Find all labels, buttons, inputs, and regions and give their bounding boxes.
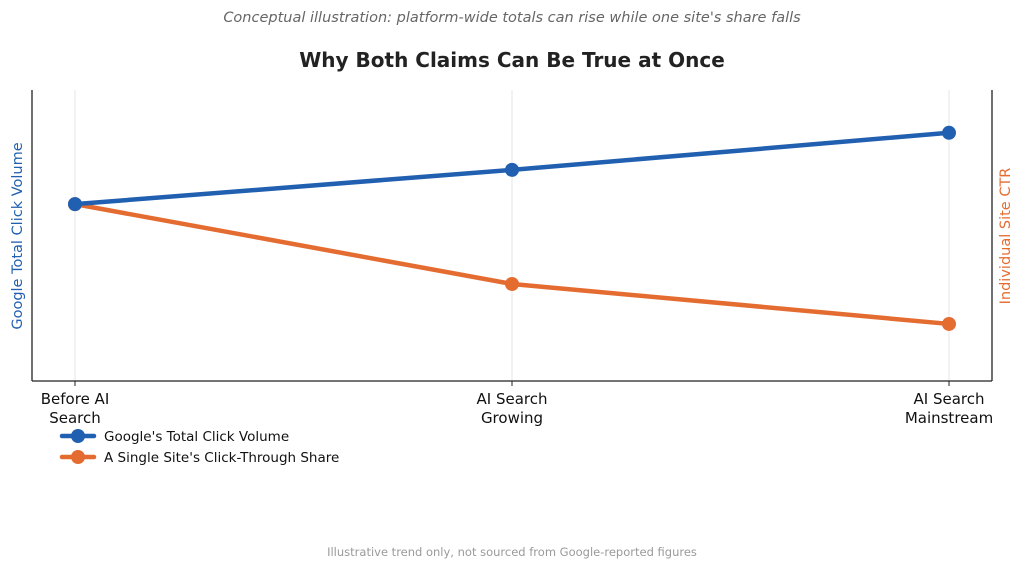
x-tick-label: Before AI Search (41, 390, 110, 427)
legend-marker (71, 429, 85, 443)
x-tick-label-line: Mainstream (905, 409, 993, 427)
legend-marker (71, 450, 85, 464)
chart-subtitle: Conceptual illustration: platform-wide t… (223, 10, 801, 26)
x-tick-label-line: Growing (481, 409, 543, 427)
legend: Google's Total Click Volume A Single Site… (59, 429, 339, 466)
x-tick-label-line: AI Search (914, 390, 985, 408)
x-tick-label-line: AI Search (477, 390, 548, 408)
data-point-series-2 (942, 316, 956, 331)
legend-label: A Single Site's Click-Through Share (104, 450, 339, 466)
data-point-series-1 (505, 162, 519, 177)
x-tick-label-line: Before AI (41, 390, 110, 408)
x-tick-label-line: Search (49, 409, 101, 427)
y-axis-label-right: Individual Site CTR (998, 168, 1014, 305)
footnote: Illustrative trend only, not sourced fro… (327, 545, 697, 559)
legend-label: Google's Total Click Volume (104, 429, 289, 445)
data-point-series-1 (942, 125, 956, 140)
x-tick-label: AI Search Growing (477, 390, 548, 427)
y-axis-label-left: Google Total Click Volume (10, 142, 26, 329)
data-point-series-1 (68, 197, 82, 212)
x-tick-label: AI Search Mainstream (905, 390, 993, 427)
series (68, 125, 956, 331)
gridlines (74, 90, 950, 381)
chart-title: Why Both Claims Can Be True at Once (299, 48, 725, 72)
data-point-series-2 (505, 277, 519, 291)
